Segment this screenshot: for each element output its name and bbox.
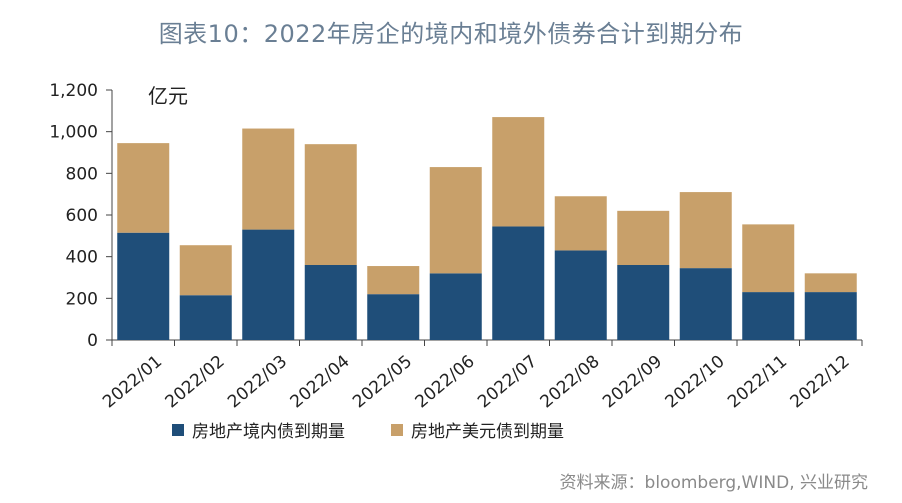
x-tick-label: 2022/07	[474, 352, 541, 413]
bar-domestic-2022/06	[429, 273, 482, 340]
bar-usd-2022/11	[742, 224, 795, 293]
legend-label-domestic: 房地产境内债到期量	[192, 422, 345, 442]
unit-label: 亿元	[148, 84, 188, 108]
chart-title: 图表10：2022年房企的境内和境外债券合计到期分布	[158, 20, 744, 48]
bar-usd-2022/08	[554, 196, 607, 251]
legend-swatch-domestic	[172, 423, 184, 436]
x-axis: 2022/012022/022022/032022/042022/052022/…	[99, 339, 863, 413]
y-tick-label: 0	[87, 331, 98, 351]
y-tick-label: 1,000	[49, 123, 98, 143]
bar-domestic-2022/10	[679, 268, 732, 340]
bar-usd-2022/10	[679, 192, 732, 269]
legend-swatch-usd	[391, 423, 403, 436]
x-tick-label: 2022/11	[724, 352, 791, 413]
legend: 房地产境内债到期量 房地产美元债到期量	[172, 417, 564, 442]
y-tick-label: 600	[66, 206, 98, 226]
x-tick-label: 2022/06	[412, 352, 479, 413]
bar-domestic-2022/08	[554, 250, 607, 340]
bar-usd-2022/09	[617, 210, 670, 265]
legend-label-usd: 房地产美元债到期量	[411, 422, 564, 442]
x-tick-label: 2022/02	[162, 352, 229, 413]
x-tick-label: 2022/09	[599, 352, 666, 413]
bar-domestic-2022/05	[367, 294, 420, 340]
y-tick-label: 200	[66, 289, 98, 309]
bar-usd-2022/03	[242, 128, 295, 230]
y-axis: 0 200 400 600 800 1,000 1,200	[49, 81, 113, 351]
bar-domestic-2022/09	[617, 265, 670, 340]
source-note: 资料来源：bloomberg,WIND, 兴业研究	[559, 473, 868, 493]
bar-domestic-2022/12	[804, 292, 857, 340]
legend-item-domestic: 房地产境内债到期量	[172, 417, 345, 442]
y-tick-label: 800	[66, 164, 98, 184]
bar-usd-2022/07	[492, 117, 545, 227]
bars	[117, 117, 857, 340]
bar-usd-2022/05	[367, 266, 420, 295]
bar-usd-2022/12	[804, 273, 857, 293]
bar-domestic-2022/01	[117, 232, 170, 340]
x-tick-label: 2022/12	[787, 352, 854, 413]
y-tick-label: 400	[66, 248, 98, 268]
x-tick-label: 2022/04	[287, 352, 354, 413]
x-tick-label: 2022/10	[662, 352, 729, 413]
x-tick-label: 2022/08	[537, 352, 604, 413]
bar-domestic-2022/11	[742, 292, 795, 340]
bar-usd-2022/02	[179, 245, 232, 296]
bar-domestic-2022/07	[492, 226, 545, 340]
x-tick-label: 2022/03	[224, 352, 291, 413]
bar-usd-2022/04	[304, 144, 357, 265]
bar-domestic-2022/02	[179, 295, 232, 340]
bar-domestic-2022/03	[242, 229, 295, 340]
x-tick-label: 2022/05	[349, 352, 416, 413]
bar-domestic-2022/04	[304, 265, 357, 340]
y-tick-label: 1,200	[49, 81, 98, 101]
bar-usd-2022/06	[429, 167, 482, 274]
x-tick-label: 2022/01	[99, 352, 166, 413]
legend-item-usd: 房地产美元债到期量	[391, 417, 564, 442]
bar-usd-2022/01	[117, 143, 170, 233]
